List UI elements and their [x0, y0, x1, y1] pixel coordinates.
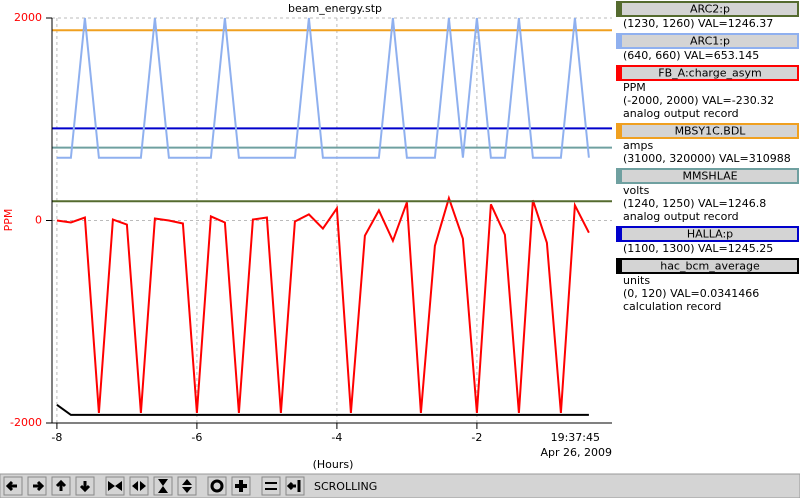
- legend-swatch: [617, 169, 622, 183]
- icon: [235, 480, 247, 492]
- legend-swatch: [617, 227, 622, 241]
- legend-detail: PPM: [623, 81, 646, 94]
- legend-swatch: [617, 2, 622, 16]
- legend-detail: (640, 660) VAL=653.145: [623, 49, 759, 62]
- legend-detail: calculation record: [623, 300, 721, 313]
- legend-detail: (1240, 1250) VAL=1246.8: [623, 197, 766, 210]
- y-tick-label: -2000: [10, 416, 42, 429]
- legend-swatch: [617, 66, 622, 80]
- legend-swatch: [617, 34, 622, 48]
- legend-detail: (-2000, 2000) VAL=-230.32: [623, 94, 774, 107]
- legend-detail: (1100, 1300) VAL=1245.25: [623, 242, 773, 255]
- legend-swatch: [617, 124, 622, 138]
- legend-name: hac_bcm_average: [660, 260, 760, 273]
- legend-detail: analog output record: [623, 210, 739, 223]
- legend-detail: (0, 120) VAL=0.0341466: [623, 287, 759, 300]
- legend-detail: (31000, 320000) VAL=310988: [623, 152, 791, 165]
- chart-title: beam_energy.stp: [288, 2, 382, 15]
- time-label: 19:37:45: [551, 431, 600, 444]
- icon: [158, 479, 168, 493]
- icon: [79, 481, 91, 493]
- x-tick-label: -4: [331, 431, 342, 444]
- icon: [33, 480, 45, 492]
- series-line: [56, 194, 590, 413]
- icon: [5, 480, 17, 492]
- legend: ARC2:p(1230, 1260) VAL=1246.37 ARC1:p(640…: [616, 1, 799, 313]
- legend-name: HALLA:p: [687, 228, 733, 241]
- icon: [182, 479, 192, 493]
- series-line: [56, 403, 589, 416]
- icon: [108, 481, 122, 491]
- legend-detail: volts: [623, 184, 650, 197]
- icon: [55, 479, 67, 491]
- auto-scale-button[interactable]: [261, 476, 281, 496]
- legend-detail: analog output record: [623, 107, 739, 120]
- legend-detail: units: [623, 274, 650, 287]
- icon: [210, 479, 224, 493]
- zoom-out-y-button[interactable]: [177, 476, 197, 496]
- icon: [265, 482, 277, 490]
- legend-name: MBSY1C.BDL: [675, 125, 747, 138]
- x-tick-label: -2: [471, 431, 482, 444]
- y-tick-label: 0: [35, 214, 42, 227]
- legend-detail: amps: [623, 139, 653, 152]
- icon: [132, 481, 146, 491]
- series-line: [56, 17, 590, 159]
- x-axis-label: (Hours): [313, 458, 354, 471]
- legend-swatch: [617, 259, 622, 273]
- icon: [286, 480, 301, 492]
- date-label: Apr 26, 2009: [540, 446, 612, 459]
- toolbar-buttons: SCROLLING: [3, 476, 377, 496]
- x-tick-label: -6: [191, 431, 202, 444]
- x-tick-label: -8: [51, 431, 62, 444]
- legend-name: MMSHLAE: [682, 170, 737, 183]
- legend-name: ARC1:p: [690, 35, 730, 48]
- y-tick-label: 2000: [14, 11, 42, 24]
- legend-name: ARC2:p: [690, 3, 730, 16]
- status-text: SCROLLING: [314, 480, 377, 493]
- plot-area: -2000 0 2000 -8 -6 -4 -2: [10, 11, 612, 444]
- y-axis-label: PPM: [2, 209, 15, 232]
- legend-name: FB_A:charge_asym: [658, 67, 761, 80]
- zoom-out-x-button[interactable]: [129, 476, 149, 496]
- legend-detail: (1230, 1260) VAL=1246.37: [623, 17, 773, 30]
